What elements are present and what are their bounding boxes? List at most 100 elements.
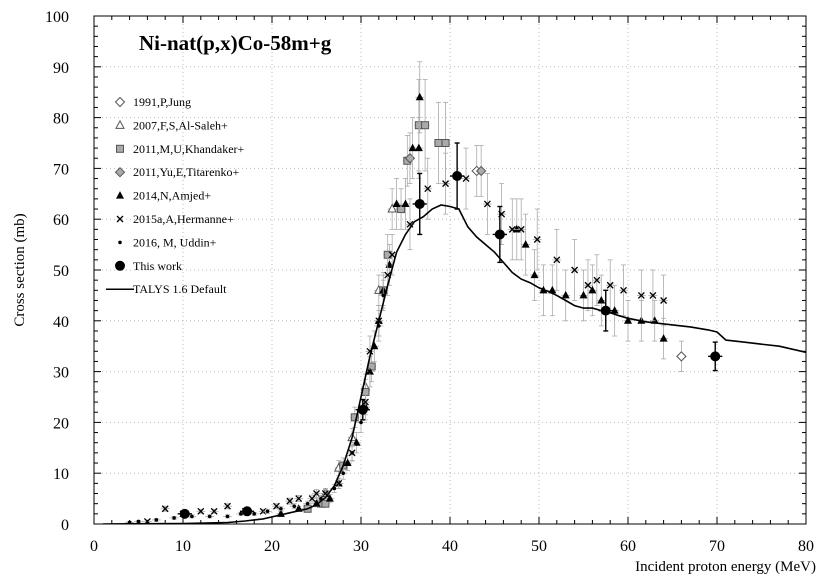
data-point [508, 225, 516, 233]
legend: 1991,P,Jung 2007,F,S,Al-Saleh+ 2011,M,U,Kh… [106, 95, 245, 296]
data-point [414, 143, 423, 152]
data-point [424, 185, 432, 193]
data-point [359, 420, 363, 425]
data-point [637, 291, 645, 299]
data-point [584, 281, 592, 289]
data-point [387, 203, 397, 213]
x-tick-label: 80 [798, 538, 814, 555]
x-tick-label: 20 [264, 538, 280, 555]
y-tick-label: 50 [53, 263, 69, 280]
legend-marker [115, 260, 125, 271]
x-tick-label: 50 [531, 538, 547, 555]
data-point [242, 506, 253, 517]
data-point [224, 502, 231, 510]
y-tick-label: 60 [53, 212, 69, 229]
data-point [483, 200, 491, 208]
legend-marker [116, 215, 124, 223]
data-point [571, 266, 579, 274]
y-axis-label: Cross section (mb) [12, 213, 28, 326]
legend-label: 2011,M,U,Khandaker+ [133, 142, 245, 156]
legend-label: 2015a,A,Hermanne+ [133, 212, 234, 226]
x-tick-label: 60 [620, 538, 636, 555]
series-5-group [142, 147, 669, 524]
data-point [368, 369, 372, 374]
y-tick-label: 40 [53, 314, 69, 331]
data-point [286, 497, 294, 505]
data-point [292, 504, 297, 509]
legend-item: 2011,M,U,Khandaker+ [116, 142, 245, 156]
data-point [597, 295, 606, 304]
data-point [548, 285, 557, 294]
data-point [190, 514, 194, 519]
legend-item: This work [115, 259, 182, 273]
y-tick-label: 10 [53, 466, 69, 483]
legend-item: 2015a,A,Hermanne+ [116, 212, 234, 226]
data-point [408, 143, 417, 152]
data-point [452, 171, 463, 182]
data-point [172, 516, 176, 520]
data-point [341, 471, 346, 476]
data-point [225, 514, 230, 519]
chart-title: Ni-nat(p,x)Co-58m+g [139, 31, 332, 55]
y-tick-label: 90 [53, 60, 69, 77]
data-point [179, 508, 190, 519]
axis-ticks: 0 10 20 30 40 50 60 70 80 0 10 20 30 40 50 60 70 80 90 100 [45, 9, 814, 555]
data-point [392, 199, 401, 207]
data-point [197, 507, 205, 515]
series-0-group [471, 145, 687, 373]
legend-item: TALYS 1.6 Default [106, 282, 227, 296]
legend-marker [118, 240, 122, 245]
data-point [624, 316, 632, 324]
legend-marker [114, 96, 126, 108]
data-point [325, 494, 334, 502]
legend-item: 1991,P,Jung [114, 95, 191, 109]
y-tick-label: 80 [53, 111, 69, 128]
data-point [553, 256, 561, 264]
data-point [421, 121, 430, 130]
data-point [676, 351, 687, 362]
x-tick-label: 0 [90, 538, 98, 555]
data-point [441, 139, 450, 147]
y-tick-label: 70 [53, 161, 69, 178]
data-point [512, 224, 521, 233]
grid [94, 16, 806, 524]
x-tick-label: 70 [709, 538, 725, 555]
legend-marker [114, 166, 126, 178]
y-tick-label: 0 [61, 517, 69, 534]
data-point [357, 404, 368, 415]
data-point [295, 495, 303, 503]
x-tick-label: 10 [175, 538, 191, 555]
data-point [207, 514, 212, 519]
legend-label: TALYS 1.6 Default [133, 282, 227, 296]
y-tick-label: 20 [53, 415, 69, 432]
y-tick-label: 100 [45, 9, 69, 26]
data-point [660, 297, 668, 304]
data-point [414, 198, 425, 209]
data-point [397, 205, 406, 214]
data-point [136, 519, 141, 524]
data-point [272, 502, 280, 510]
x-tick-label: 40 [442, 538, 458, 555]
data-point [494, 229, 505, 240]
data-point [533, 236, 541, 243]
data-point [620, 286, 628, 294]
data-point [350, 413, 359, 422]
legend-label: 2011,Yu,E,Titarenko+ [133, 165, 239, 179]
data-point [610, 306, 619, 314]
data-point [579, 290, 588, 299]
data-point [239, 512, 243, 516]
talys-curve [102, 204, 806, 524]
data-point [475, 165, 487, 177]
data-point [210, 507, 218, 515]
legend-item: 2014,N,Amjed+ [116, 189, 211, 203]
data-point [388, 251, 396, 259]
data-point [343, 458, 352, 467]
data-point [606, 281, 614, 289]
legend-label: 2007,F,S,Al-Saleh+ [133, 118, 228, 132]
data-point [659, 334, 668, 342]
data-series-layer [102, 61, 806, 524]
data-point [352, 438, 361, 446]
legend-marker [116, 191, 124, 199]
